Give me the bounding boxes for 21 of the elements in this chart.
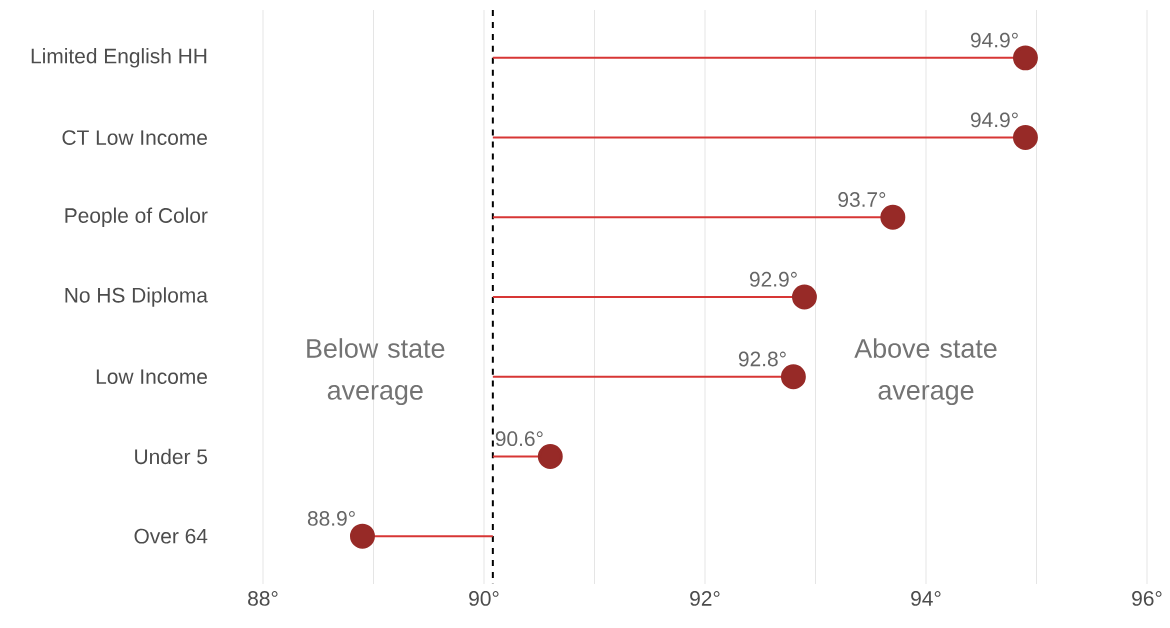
x-tick-label: 90°: [469, 591, 499, 606]
y-tick-label: Over 64: [134, 528, 208, 544]
y-tick-label: No HS Diploma: [65, 287, 208, 307]
data-label: 90.6°: [495, 431, 543, 447]
data-label: 93.7°: [838, 192, 886, 207]
x-tick-label: 96°: [1132, 591, 1162, 606]
x-tick-label: 88°: [248, 591, 278, 606]
y-tick-label: CT Low Income: [62, 130, 207, 145]
x-tick-label: 94°: [911, 591, 941, 606]
y-tick-label: People of Color: [65, 207, 208, 228]
data-label: 94.9°: [970, 112, 1018, 128]
data-label: 92.8°: [738, 351, 786, 367]
annotation: Below state average: [307, 338, 445, 406]
y-tick-label: Limited English HH: [31, 48, 207, 68]
annotation: Above state average: [854, 338, 997, 406]
data-label: 94.9°: [970, 32, 1018, 48]
x-tick-label: 92°: [690, 591, 720, 606]
y-tick-label: Low Income: [96, 369, 207, 385]
data-label: 88.9°: [307, 511, 355, 526]
data-label: 92.9°: [749, 271, 797, 287]
y-tick-label: Under 5: [135, 448, 208, 465]
